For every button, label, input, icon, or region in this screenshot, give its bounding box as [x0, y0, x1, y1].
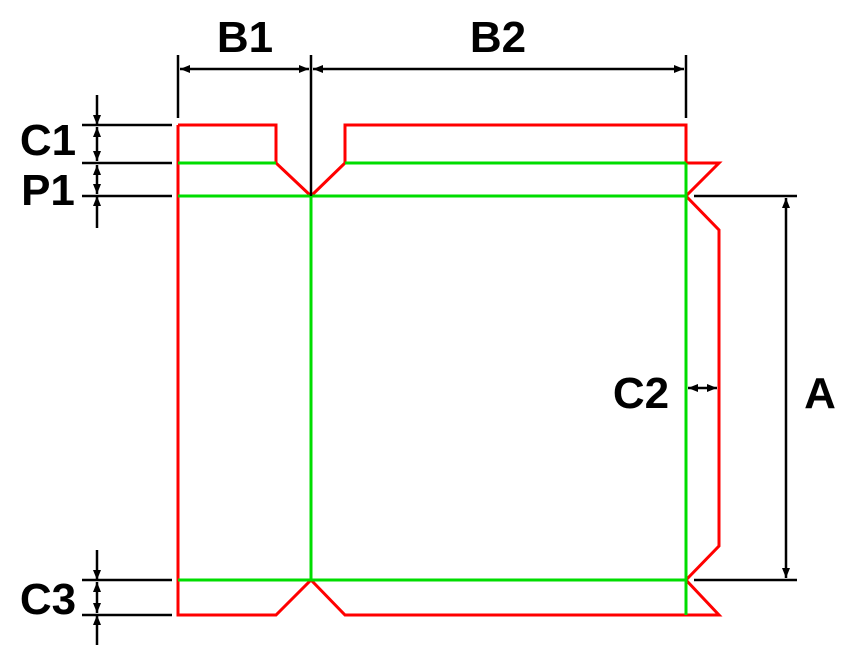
label-c2: C2: [613, 369, 669, 418]
label-c1: C1: [20, 116, 76, 165]
dimension-lines: [82, 55, 797, 645]
fold-lines: [178, 161, 688, 615]
label-b2: B2: [470, 13, 526, 62]
label-b1: B1: [217, 13, 273, 62]
label-p1: P1: [21, 166, 75, 215]
label-a: A: [804, 369, 836, 418]
label-c3: C3: [20, 575, 76, 624]
